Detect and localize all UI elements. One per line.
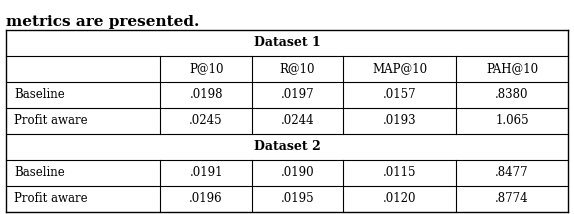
Text: metrics are presented.: metrics are presented.	[6, 15, 199, 29]
Text: .0193: .0193	[383, 114, 416, 128]
Text: .0196: .0196	[189, 193, 223, 205]
Text: .8380: .8380	[495, 89, 529, 101]
Text: .0115: .0115	[383, 166, 416, 180]
Text: MAP@10: MAP@10	[372, 62, 427, 76]
Text: .8774: .8774	[495, 193, 529, 205]
Text: Profit aware: Profit aware	[14, 114, 88, 128]
Text: .0244: .0244	[281, 114, 315, 128]
Text: R@10: R@10	[280, 62, 315, 76]
Text: Dataset 2: Dataset 2	[254, 141, 320, 153]
Text: .0197: .0197	[281, 89, 315, 101]
Text: Baseline: Baseline	[14, 166, 65, 180]
Text: Profit aware: Profit aware	[14, 193, 88, 205]
Text: PAH@10: PAH@10	[486, 62, 538, 76]
Text: 1.065: 1.065	[495, 114, 529, 128]
Text: .8477: .8477	[495, 166, 529, 180]
Text: .0157: .0157	[383, 89, 416, 101]
Text: Baseline: Baseline	[14, 89, 65, 101]
Text: Dataset 1: Dataset 1	[254, 37, 320, 49]
Text: .0245: .0245	[189, 114, 223, 128]
Text: .0120: .0120	[383, 193, 416, 205]
Text: .0191: .0191	[189, 166, 223, 180]
Text: P@10: P@10	[189, 62, 223, 76]
Text: .0195: .0195	[281, 193, 315, 205]
Text: .0198: .0198	[189, 89, 223, 101]
Text: .0190: .0190	[281, 166, 315, 180]
